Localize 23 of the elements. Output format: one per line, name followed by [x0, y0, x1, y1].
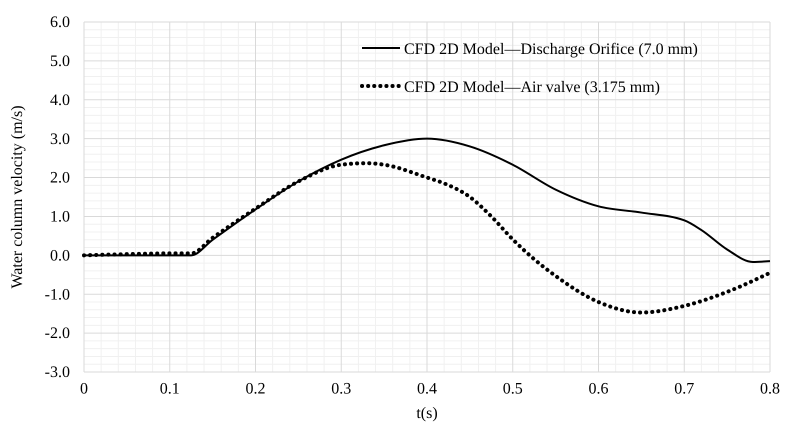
x-tick-label: 0.3: [331, 380, 352, 398]
legend-label: CFD 2D Model—Air valve (3.175 mm): [404, 79, 660, 96]
y-tick-label: 4.0: [50, 92, 70, 109]
y-tick-label: 3.0: [50, 130, 70, 148]
x-tick-label: 0.7: [674, 380, 694, 398]
y-axis-title: Water column velocity (m/s): [9, 105, 26, 289]
x-tick-label: 0.8: [760, 380, 780, 398]
x-tick-label: 0.2: [246, 380, 266, 398]
y-tick-label: -1.0: [44, 286, 70, 304]
x-tick-label: 0.5: [502, 380, 523, 398]
y-tick-label: 6.0: [50, 14, 70, 32]
y-tick-label: 2.0: [50, 170, 70, 187]
legend-label: CFD 2D Model—Discharge Orifice (7.0 mm): [404, 41, 698, 58]
y-tick-label: 1.0: [50, 208, 70, 226]
x-tick-label: 0.6: [588, 380, 608, 398]
y-tick-label: -2.0: [44, 325, 70, 342]
x-tick-label: 0: [80, 380, 88, 398]
x-axis-title: t(s): [416, 405, 438, 422]
y-tick-label: 5.0: [50, 53, 70, 70]
y-tick-label: 0.0: [50, 247, 70, 264]
x-tick-label: 0.4: [417, 380, 437, 398]
x-tick-label: 0.1: [160, 380, 180, 398]
y-tick-label: -3.0: [44, 364, 70, 382]
